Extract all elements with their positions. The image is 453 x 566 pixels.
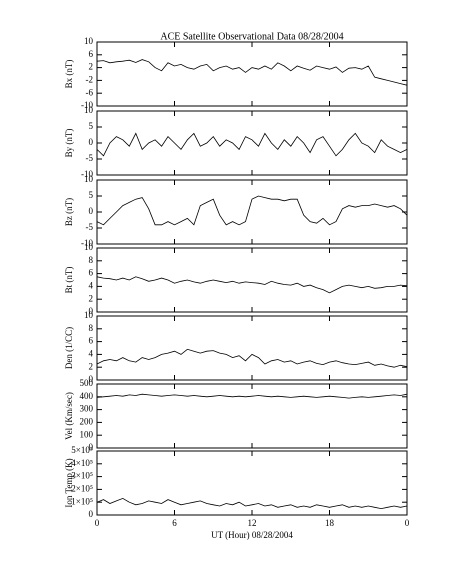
y-tick-label: 0	[89, 137, 94, 147]
y-tick-label: 5	[89, 121, 94, 131]
x-tick-label: 0	[95, 518, 100, 528]
y-tick-label: 4×10⁵	[71, 458, 93, 468]
y-tick-label: 2	[89, 293, 94, 303]
y-tick-label: 2	[89, 62, 94, 72]
y-axis-label: Bx (nT)	[64, 60, 74, 89]
y-tick-label: -10	[81, 238, 93, 248]
y-tick-label: 100	[80, 429, 94, 439]
x-tick-label: 0	[405, 518, 410, 528]
y-axis-label: Bt (nT)	[64, 267, 74, 294]
y-tick-label: 6	[89, 49, 94, 59]
y-tick-label: 6	[89, 268, 94, 278]
y-tick-label: 500	[80, 378, 94, 388]
x-tick-label: 12	[248, 518, 257, 528]
y-axis-label: By (nT)	[64, 129, 74, 158]
y-tick-label: 5	[89, 190, 94, 200]
y-tick-label: 10	[84, 242, 94, 252]
y-tick-label: 1×10⁵	[71, 496, 93, 506]
y-tick-label: 8	[89, 255, 94, 265]
y-tick-label: 0	[89, 374, 94, 384]
y-tick-label: 4	[89, 348, 94, 358]
x-axis-label: UT (Hour) 08/28/2004	[211, 530, 293, 540]
y-tick-label: 400	[80, 391, 94, 401]
data-line	[96, 59, 408, 86]
y-tick-label: -10	[81, 100, 93, 110]
y-tick-label: 6	[89, 336, 94, 346]
y-axis-label: Ion Temp (K)	[64, 458, 74, 507]
data-line	[96, 132, 408, 157]
y-tick-label: 10	[84, 310, 94, 320]
y-tick-label: 2	[89, 361, 94, 371]
data-line	[96, 276, 408, 294]
chart-title: ACE Satellite Observational Data 08/28/2…	[160, 31, 343, 42]
x-tick-label: 6	[172, 518, 177, 528]
y-tick-label: 0	[89, 306, 94, 316]
y-tick-label: 10	[84, 36, 94, 46]
y-tick-label: 3×10⁵	[71, 471, 93, 481]
data-line	[96, 393, 408, 399]
y-tick-label: 300	[80, 404, 94, 414]
data-line	[96, 195, 408, 226]
data-line	[96, 348, 408, 368]
y-tick-label: 10	[84, 105, 94, 115]
y-tick-label: -5	[86, 153, 94, 163]
y-tick-label: 2×10⁵	[71, 483, 93, 493]
x-tick-label: 18	[325, 518, 335, 528]
y-tick-label: 5×10⁵	[71, 445, 93, 455]
y-axis-label: Bz (nT)	[64, 198, 74, 226]
y-tick-label: 10	[84, 174, 94, 184]
y-tick-label: -6	[86, 87, 94, 97]
y-tick-label: -10	[81, 169, 93, 179]
y-tick-label: 8	[89, 323, 94, 333]
y-tick-label: 200	[80, 416, 94, 426]
y-axis-label: Vel (Km/sec)	[64, 392, 74, 440]
y-axis-label: Den (1/CC)	[64, 327, 74, 369]
y-tick-label: 0	[89, 509, 94, 519]
y-tick-label: 0	[89, 442, 94, 452]
y-tick-label: -5	[86, 222, 94, 232]
data-line	[96, 497, 408, 510]
y-tick-label: -2	[86, 74, 94, 84]
y-tick-label: 0	[89, 206, 94, 216]
y-tick-label: 4	[89, 280, 94, 290]
